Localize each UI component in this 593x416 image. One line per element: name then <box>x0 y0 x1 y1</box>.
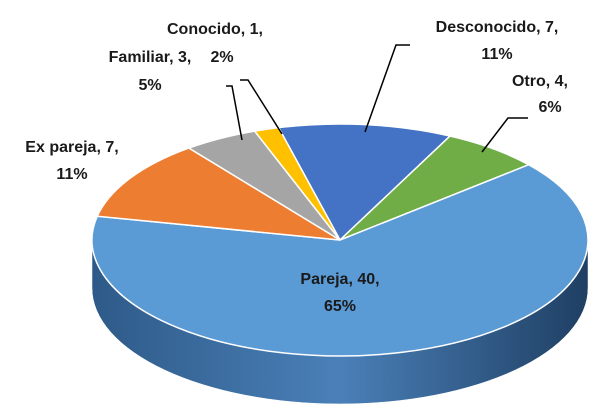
leader-line <box>226 85 243 141</box>
data-label: 6% <box>538 99 561 116</box>
data-label: 11% <box>481 46 512 63</box>
pie-slice <box>277 123 452 242</box>
pie-slice <box>91 163 589 357</box>
data-label: Pareja, 40, <box>300 271 379 288</box>
data-label: 11% <box>56 166 87 183</box>
leader-line <box>481 117 528 153</box>
data-label: 5% <box>138 77 161 94</box>
data-label: Otro, 4, <box>512 73 568 90</box>
data-label: Familiar, 3, <box>109 49 192 66</box>
data-label: Desconocido, 7, <box>436 19 559 36</box>
leader-line <box>364 44 410 133</box>
data-label: 65% <box>324 298 356 315</box>
pie-slice <box>96 147 341 241</box>
data-label: Conocido, 1, <box>167 21 263 38</box>
data-label: Ex pareja, 7, <box>25 139 118 156</box>
data-label: 2% <box>210 49 233 66</box>
leader-line <box>240 79 283 135</box>
